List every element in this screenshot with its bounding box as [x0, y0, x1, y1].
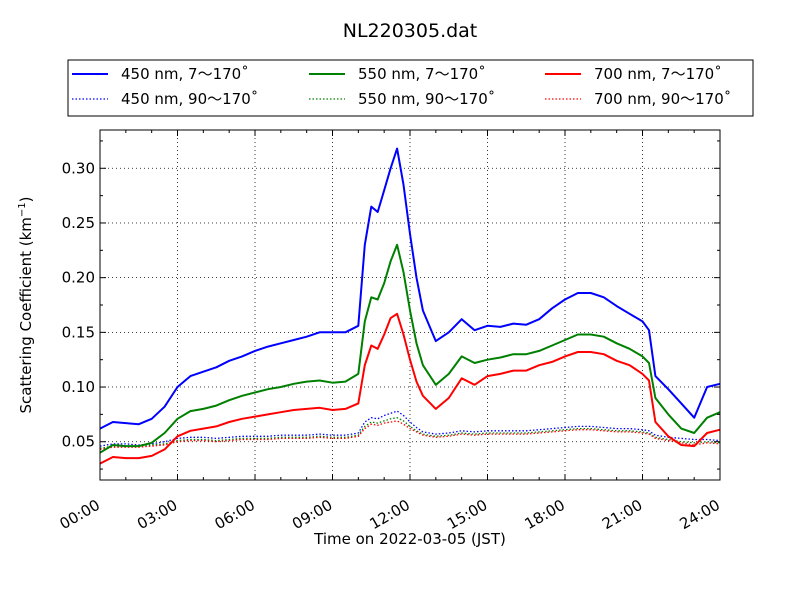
x-tick-label: 21:00 — [599, 496, 645, 533]
axes: 00:00 03:00 06:00 09:00 12:00 15:00 18:00 21:00… — [57, 129, 723, 533]
x-axis-label: Time on 2022-03-05 (JST) — [313, 530, 506, 548]
y-tick-label: 0.05 — [62, 433, 95, 451]
x-tick-label: 15:00 — [444, 496, 490, 533]
series-layer — [99, 147, 721, 465]
y-tick-label: 0.10 — [62, 378, 95, 396]
legend-label-2: 700 nm, 7～170˚ — [594, 65, 722, 83]
legend-frame — [67, 59, 754, 117]
legend: 450 nm, 7～170˚ 550 nm, 7～170˚ 700 nm, 7～17… — [67, 59, 754, 117]
legend-label-0: 450 nm, 7～170˚ — [121, 65, 249, 83]
x-tick-label: 24:00 — [677, 496, 723, 533]
series-line-0 — [99, 147, 721, 430]
y-axis-label-tail: ) — [17, 196, 35, 202]
y-axis-label: Scattering Coefficient (km−1) — [17, 196, 35, 413]
x-tick-label: 00:00 — [57, 496, 103, 533]
x-tick-label: 18:00 — [522, 496, 568, 533]
y-axis-label-sup: −1 — [17, 202, 28, 217]
series-line-4 — [99, 417, 721, 449]
legend-label-3: 450 nm, 90～170˚ — [121, 90, 258, 108]
grid-lines — [100, 130, 720, 480]
legend-label-4: 550 nm, 90～170˚ — [358, 90, 495, 108]
legend-label-5: 700 nm, 90～170˚ — [594, 90, 731, 108]
x-tick-label: 09:00 — [289, 496, 335, 533]
x-tick-label: 03:00 — [134, 496, 180, 533]
x-tick-label: 12:00 — [367, 496, 413, 533]
y-tick-label: 0.20 — [62, 269, 95, 287]
y-tick-label: 0.25 — [62, 214, 95, 232]
series-line-5 — [99, 420, 721, 451]
y-axis-label-main: Scattering Coefficient (km — [17, 217, 35, 413]
x-tick-label: 06:00 — [212, 496, 258, 533]
series-line-1 — [99, 243, 721, 454]
series-line-3 — [99, 410, 721, 447]
y-tick-label: 0.30 — [62, 159, 95, 177]
y-tick-label: 0.15 — [62, 323, 95, 341]
chart-title: NL220305.dat — [343, 20, 478, 42]
legend-label-1: 550 nm, 7～170˚ — [358, 65, 486, 83]
series-line-2 — [99, 312, 721, 465]
